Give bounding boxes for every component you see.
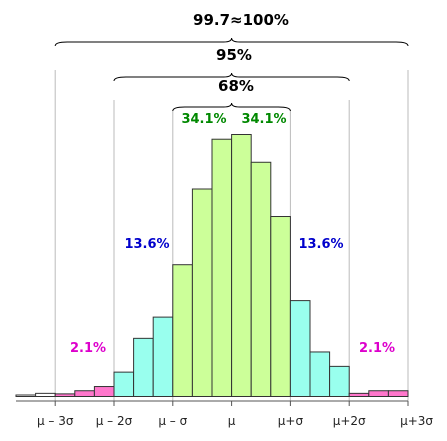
x-tick-label: μ – 2σ [96,414,133,428]
x-tick-labels: μ – 3σ μ – 2σ μ – σ μ μ+σ μ+2σ μ+3σ [37,401,433,428]
braces [54,37,409,112]
region-label-right-mid: 13.6% [298,237,343,252]
region-label-right-tail: 2.1% [359,341,395,356]
brace [54,37,409,47]
histogram-bar [348,392,370,397]
x-tick-label: μ – 3σ [37,414,74,428]
histogram-bar [329,365,350,397]
x-tick-label: μ [228,414,236,428]
region-label-left-center: 34.1% [181,112,226,127]
histogram-bar [93,386,115,398]
histogram-bar [211,138,233,397]
x-tick-label: μ+3σ [400,414,433,428]
brace-label-two-sigma: 95% [216,46,252,64]
histogram-bar [133,337,154,397]
histogram-bars [15,134,409,398]
histogram-bar [15,394,37,397]
histogram-bar [54,393,76,398]
region-label-left-tail: 2.1% [70,341,106,356]
x-tick-label: μ+σ [278,414,304,428]
histogram-bar [250,161,272,397]
histogram-bar [113,371,135,398]
brace [172,102,291,112]
histogram-bar [172,264,193,397]
x-tick-label: μ – σ [158,414,187,428]
brace-label-one-sigma: 68% [218,77,254,95]
region-label-right-center: 34.1% [241,112,286,127]
x-tick-label: μ+2σ [333,414,366,428]
histogram-bar [152,316,174,397]
histogram-bar [270,216,291,397]
sigma-guide-lines [54,70,409,401]
histogram-bar [387,390,409,397]
histogram-bar [309,351,331,397]
histogram-bar [191,188,213,397]
brace [113,72,350,82]
histogram-bar [35,392,56,397]
region-label-left-mid: 13.6% [124,237,169,252]
histogram-bar [289,300,311,397]
histogram-bar [74,390,95,397]
histogram-bar [368,390,389,397]
histogram-bar [231,134,252,397]
brace-label-three-sigma: 99.7≈100% [193,11,289,29]
